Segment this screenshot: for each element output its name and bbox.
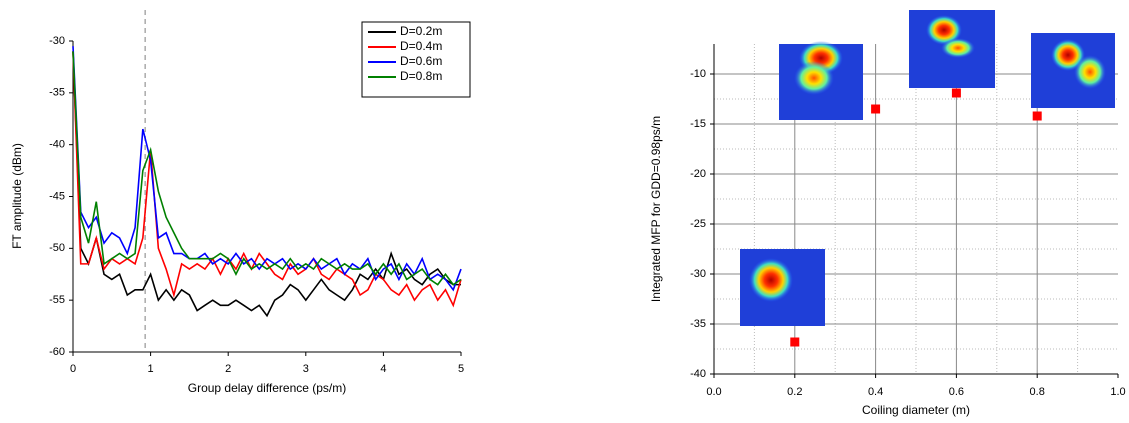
y-tick-label: -25 bbox=[690, 218, 706, 230]
mode-image bbox=[779, 41, 863, 120]
x-tick-label: 2 bbox=[225, 363, 231, 375]
x-tick-label: 0.6 bbox=[949, 386, 964, 398]
y-tick-label: -40 bbox=[49, 139, 65, 151]
legend-box bbox=[361, 21, 471, 98]
scatter-point bbox=[1032, 111, 1042, 121]
legend: D=0.2mD=0.4mD=0.6mD=0.8m bbox=[361, 21, 471, 98]
y-axis-label: Integrated MFP for GDD=0.98ps/m bbox=[649, 116, 663, 302]
y-tick-label: -40 bbox=[690, 368, 706, 380]
scatter-point bbox=[951, 88, 961, 98]
left-chart: Group delay difference (ps/m) FT amplitu… bbox=[10, 10, 471, 395]
y-tick-label: -30 bbox=[49, 35, 65, 47]
x-tick-label: 3 bbox=[303, 363, 309, 375]
scatter-point bbox=[871, 104, 881, 114]
y-tick-label: -20 bbox=[690, 168, 706, 180]
x-axis-label: Group delay difference (ps/m) bbox=[188, 381, 347, 395]
x-tick-label: 1.0 bbox=[1110, 386, 1125, 398]
x-tick-label: 0.4 bbox=[868, 386, 883, 398]
legend-label: D=0.8m bbox=[400, 69, 442, 83]
scatter-point bbox=[790, 337, 800, 347]
y-tick-label: -10 bbox=[690, 68, 706, 80]
line-series bbox=[72, 51, 462, 308]
line-series bbox=[72, 46, 462, 292]
y-tick-label: -45 bbox=[49, 190, 65, 202]
x-tick-label: 0 bbox=[70, 363, 76, 375]
y-tick-label: -35 bbox=[49, 87, 65, 99]
x-tick-label: 0.8 bbox=[1030, 386, 1045, 398]
x-tick-label: 5 bbox=[458, 363, 464, 375]
mode-images bbox=[740, 10, 1115, 326]
y-tick-label: -35 bbox=[690, 318, 706, 330]
y-tick-label: -50 bbox=[49, 242, 65, 254]
x-tick-label: 4 bbox=[380, 363, 386, 375]
y-axis-label: FT amplitude (dBm) bbox=[10, 143, 24, 249]
x-tick-label: 0.2 bbox=[787, 386, 802, 398]
x-tick-label: 1 bbox=[148, 363, 154, 375]
mode-image bbox=[740, 249, 825, 326]
mode-image bbox=[1031, 33, 1115, 108]
x-axis-label: Coiling diameter (m) bbox=[862, 403, 970, 417]
mode-image bbox=[909, 10, 995, 88]
legend-label: D=0.2m bbox=[400, 24, 442, 38]
y-tick-label: -60 bbox=[49, 346, 65, 358]
y-tick-label: -15 bbox=[690, 118, 706, 130]
legend-label: D=0.6m bbox=[400, 54, 442, 68]
legend-label: D=0.4m bbox=[400, 39, 442, 53]
y-tick-label: -30 bbox=[690, 268, 706, 280]
line-series bbox=[72, 51, 462, 286]
x-tick-label: 0.0 bbox=[706, 386, 721, 398]
y-tick-label: -55 bbox=[49, 294, 65, 306]
